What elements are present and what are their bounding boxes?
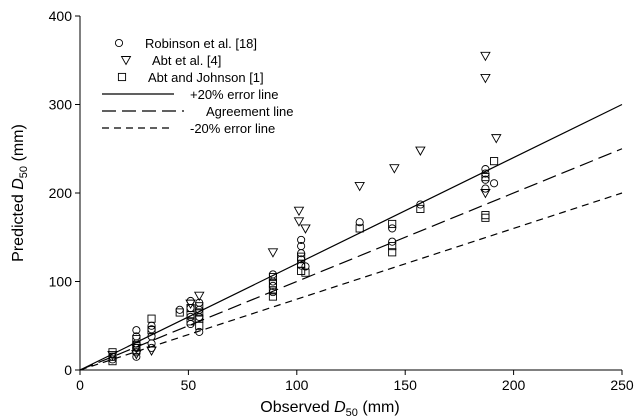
triangle-down-point xyxy=(490,134,502,144)
x-axis-title: Observed D50 (mm) xyxy=(260,399,399,417)
x-tick-label: 50 xyxy=(181,377,197,393)
square-point xyxy=(186,304,195,313)
square-point xyxy=(108,357,117,366)
triangle-down-point xyxy=(300,224,311,234)
circle-point xyxy=(195,312,204,321)
square-point xyxy=(268,292,278,301)
circle-point xyxy=(147,339,156,348)
series-2-points xyxy=(107,51,502,361)
triangle-down-point xyxy=(293,217,305,227)
legend-marker-1 xyxy=(114,38,124,48)
square-point xyxy=(388,248,397,257)
y-tick-label: 100 xyxy=(49,274,73,290)
triangle-down-point xyxy=(193,291,205,302)
legend-line-label-3: -20% error line xyxy=(190,121,275,136)
legend-marker-2 xyxy=(120,56,132,66)
square-point xyxy=(108,348,117,357)
square-point xyxy=(132,334,141,344)
circle-point xyxy=(195,327,204,336)
square-point xyxy=(132,341,141,350)
series-3-points xyxy=(108,157,499,366)
triangle-down-point xyxy=(480,73,491,84)
circle-point xyxy=(481,184,490,193)
square-point xyxy=(388,219,397,229)
square-point xyxy=(268,279,278,288)
x-tick-label: 0 xyxy=(76,377,84,393)
square-point xyxy=(355,224,364,233)
x-tick-label: 250 xyxy=(610,377,634,393)
legend-label-1: Robinson et al. [18] xyxy=(145,36,257,51)
circle-point xyxy=(175,305,184,314)
axis-ticks: 0 50 100 150 200 250 0 100 200 300 400 xyxy=(49,8,634,393)
circle-point xyxy=(301,262,310,271)
square-point xyxy=(388,242,397,251)
square-point xyxy=(416,204,425,213)
square-point xyxy=(481,213,490,222)
y-tick-label: 300 xyxy=(49,97,73,113)
circle-point xyxy=(132,326,141,335)
series-1-points xyxy=(108,165,499,364)
square-point xyxy=(481,211,490,220)
circle-point xyxy=(297,235,306,244)
y-tick-label: 200 xyxy=(49,185,73,201)
reference-line-1 xyxy=(79,103,623,371)
square-point xyxy=(195,308,204,317)
triangle-down-point xyxy=(480,51,491,62)
x-tick-label: 200 xyxy=(502,377,526,393)
legend-line-label-2: Agreement line xyxy=(206,104,293,119)
legend-line-label-1: +20% error line xyxy=(190,87,279,102)
x-tick-label: 100 xyxy=(285,377,309,393)
circle-point xyxy=(490,179,499,188)
reference-lines xyxy=(79,103,623,371)
legend: Robinson et al. [18] Abt et al. [4] Abt an… xyxy=(102,36,293,136)
circle-point xyxy=(481,165,490,174)
triangle-down-point xyxy=(146,346,157,356)
square-point xyxy=(108,352,117,361)
reference-line-3 xyxy=(79,192,623,371)
circle-point xyxy=(388,237,397,246)
square-point xyxy=(132,346,141,355)
circle-point xyxy=(268,277,278,286)
square-point xyxy=(147,326,156,335)
circle-point xyxy=(416,200,425,209)
triangle-down-point xyxy=(389,164,400,174)
x-tick-label: 150 xyxy=(394,377,418,393)
square-point xyxy=(297,252,306,261)
square-point xyxy=(186,317,195,326)
triangle-down-point xyxy=(480,189,491,199)
square-point xyxy=(195,302,204,311)
data-points xyxy=(107,51,502,366)
square-point xyxy=(195,314,204,323)
square-point xyxy=(268,273,278,282)
square-point xyxy=(481,173,490,182)
triangle-down-point xyxy=(354,181,365,192)
y-axis-title: Predicted D50 (mm) xyxy=(10,124,30,262)
legend-label-3: Abt and Johnson [1] xyxy=(148,70,264,85)
circle-point xyxy=(388,224,397,233)
triangle-down-point xyxy=(267,248,279,258)
triangle-down-point xyxy=(415,146,426,156)
square-point xyxy=(490,157,499,166)
triangle-down-point xyxy=(293,206,305,217)
square-point xyxy=(301,268,310,277)
y-tick-label: 0 xyxy=(64,362,72,378)
circle-point xyxy=(355,218,364,227)
reference-line-2 xyxy=(79,148,623,371)
square-point xyxy=(147,314,156,323)
legend-marker-3 xyxy=(117,72,127,82)
y-tick-label: 400 xyxy=(49,8,73,24)
legend-label-2: Abt et al. [4] xyxy=(152,53,221,68)
circle-point xyxy=(297,242,306,251)
square-point xyxy=(175,308,184,317)
